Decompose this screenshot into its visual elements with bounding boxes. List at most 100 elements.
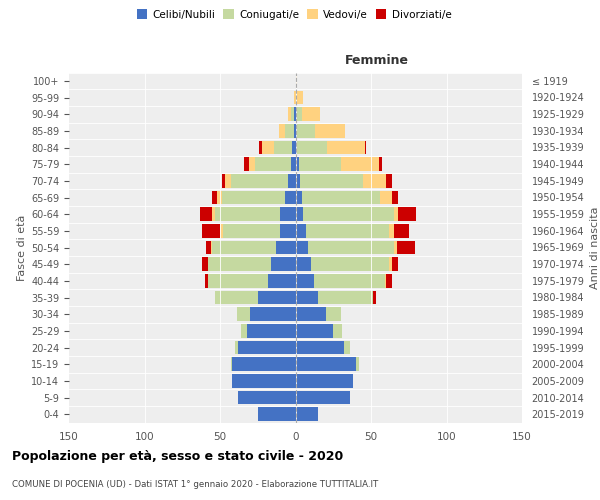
- Bar: [356, 358, 359, 371]
- Bar: [326, 308, 341, 321]
- Bar: [230, 174, 288, 188]
- Y-axis label: Anni di nascita: Anni di nascita: [590, 206, 600, 288]
- Bar: [311, 258, 389, 271]
- Bar: [306, 224, 389, 237]
- Bar: [296, 274, 314, 287]
- Bar: [292, 140, 296, 154]
- Bar: [296, 108, 297, 121]
- Bar: [223, 224, 280, 237]
- Bar: [250, 308, 296, 321]
- Bar: [296, 258, 311, 271]
- Bar: [285, 124, 294, 138]
- Bar: [300, 174, 364, 188]
- Bar: [258, 408, 296, 421]
- Bar: [255, 158, 291, 171]
- Text: COMUNE DI POCENIA (UD) - Dati ISTAT 1° gennaio 2020 - Elaborazione TUTTITALIA.IT: COMUNE DI POCENIA (UD) - Dati ISTAT 1° g…: [12, 480, 378, 489]
- Bar: [288, 174, 296, 188]
- Bar: [296, 90, 297, 104]
- Bar: [296, 190, 302, 204]
- Bar: [232, 374, 296, 388]
- Bar: [398, 208, 416, 221]
- Bar: [296, 408, 318, 421]
- Bar: [386, 274, 392, 287]
- Bar: [247, 324, 296, 338]
- Bar: [392, 258, 398, 271]
- Bar: [294, 108, 296, 121]
- Bar: [276, 240, 296, 254]
- Bar: [296, 224, 306, 237]
- Bar: [244, 158, 248, 171]
- Bar: [296, 74, 297, 88]
- Bar: [389, 258, 392, 271]
- Bar: [302, 190, 380, 204]
- Bar: [344, 340, 350, 354]
- Bar: [296, 208, 303, 221]
- Bar: [394, 240, 397, 254]
- Bar: [380, 190, 392, 204]
- Bar: [258, 290, 296, 304]
- Bar: [224, 174, 230, 188]
- Legend: Celibi/Nubili, Coniugati/e, Vedovi/e, Divorziati/e: Celibi/Nubili, Coniugati/e, Vedovi/e, Di…: [133, 5, 455, 24]
- Bar: [297, 90, 303, 104]
- Bar: [279, 124, 285, 138]
- Bar: [280, 208, 296, 221]
- Bar: [296, 174, 300, 188]
- Bar: [291, 158, 296, 171]
- Bar: [274, 140, 292, 154]
- Bar: [236, 308, 250, 321]
- Bar: [206, 240, 211, 254]
- Bar: [238, 340, 296, 354]
- Bar: [248, 158, 255, 171]
- Bar: [318, 290, 373, 304]
- Bar: [296, 390, 350, 404]
- Bar: [379, 158, 382, 171]
- Bar: [297, 108, 302, 121]
- Bar: [208, 274, 268, 287]
- Bar: [291, 108, 294, 121]
- Text: Femmine: Femmine: [345, 54, 409, 67]
- Bar: [294, 90, 296, 104]
- Bar: [259, 140, 262, 154]
- Bar: [296, 324, 333, 338]
- Bar: [364, 174, 386, 188]
- Bar: [394, 208, 398, 221]
- Bar: [373, 290, 376, 304]
- Bar: [394, 224, 409, 237]
- Bar: [221, 174, 224, 188]
- Bar: [262, 140, 274, 154]
- Bar: [235, 340, 238, 354]
- Bar: [212, 240, 276, 254]
- Bar: [296, 374, 353, 388]
- Bar: [296, 240, 308, 254]
- Bar: [294, 124, 296, 138]
- Text: Popolazione per età, sesso e stato civile - 2020: Popolazione per età, sesso e stato civil…: [12, 450, 343, 463]
- Bar: [308, 240, 394, 254]
- Bar: [288, 108, 291, 121]
- Bar: [315, 124, 346, 138]
- Bar: [285, 190, 296, 204]
- Bar: [392, 190, 398, 204]
- Bar: [271, 258, 296, 271]
- Bar: [297, 124, 315, 138]
- Bar: [211, 240, 212, 254]
- Bar: [296, 140, 297, 154]
- Bar: [296, 158, 299, 171]
- Bar: [208, 258, 271, 271]
- Bar: [365, 140, 367, 154]
- Bar: [296, 308, 326, 321]
- Bar: [212, 190, 217, 204]
- Bar: [202, 224, 220, 237]
- Bar: [296, 290, 318, 304]
- Bar: [241, 324, 247, 338]
- Bar: [389, 224, 394, 237]
- Bar: [238, 390, 296, 404]
- Bar: [385, 274, 386, 287]
- Bar: [297, 140, 327, 154]
- Bar: [303, 208, 394, 221]
- Bar: [296, 124, 297, 138]
- Bar: [205, 274, 208, 287]
- Bar: [397, 240, 415, 254]
- Bar: [220, 224, 223, 237]
- Bar: [215, 208, 280, 221]
- Bar: [302, 108, 320, 121]
